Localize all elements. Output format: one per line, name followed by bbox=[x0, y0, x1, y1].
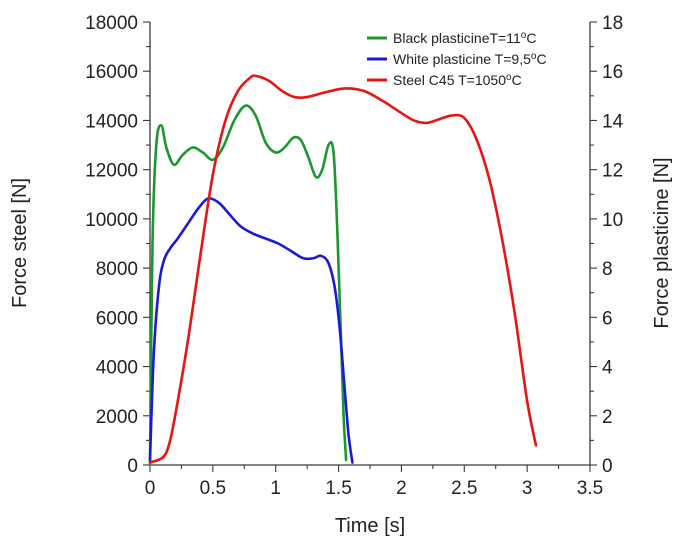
legend-entry-superscript: o bbox=[506, 72, 512, 83]
y-right-tick-label: 12 bbox=[602, 161, 623, 182]
series-line-3 bbox=[148, 74, 538, 464]
y-right-tick-labels: 0 2 4 6 8 10 12 14 16 18 bbox=[602, 13, 624, 477]
legend-entry-unit: C bbox=[526, 30, 536, 46]
legend-entry-unit: C bbox=[512, 72, 522, 88]
series-line-1 bbox=[148, 104, 348, 467]
x-tick-label: 3 bbox=[522, 478, 533, 499]
axis-ticks bbox=[143, 21, 597, 472]
y-right-tick-label: 2 bbox=[602, 407, 613, 428]
x-tick-label: 1 bbox=[270, 478, 281, 499]
legend-entry-label: Black plasticineT=11oC bbox=[393, 30, 536, 46]
y-left-tick-labels: 0 2000 4000 6000 8000 10000 12000 14000 16000 180… bbox=[85, 13, 138, 477]
y-left-tick-label: 0 bbox=[127, 456, 138, 477]
x-axis-label: Time [s] bbox=[335, 515, 405, 537]
x-tick-label: 0.5 bbox=[200, 478, 226, 499]
legend-entry-name: Black plasticineT=11 bbox=[393, 30, 521, 46]
y-left-tick-label: 18000 bbox=[85, 13, 138, 34]
y-left-tick-label: 10000 bbox=[85, 210, 138, 231]
chart-axes bbox=[149, 22, 591, 466]
series-lines bbox=[148, 74, 538, 467]
y-right-tick-label: 0 bbox=[602, 456, 613, 477]
y-left-tick-label: 14000 bbox=[85, 111, 138, 132]
legend-entry-unit: C bbox=[536, 51, 546, 67]
x-tick-label: 2.5 bbox=[451, 478, 477, 499]
legend-entry-name: White plasticine T=9,5 bbox=[393, 51, 531, 67]
legend-entry-superscript: o bbox=[521, 30, 527, 41]
x-tick-label: 3.5 bbox=[577, 478, 603, 499]
x-tick-label: 0 bbox=[145, 478, 156, 499]
x-tick-label: 2 bbox=[396, 478, 407, 499]
y-right-tick-label: 10 bbox=[602, 210, 623, 231]
legend-entry-name: Steel C45 T=1050 bbox=[393, 72, 506, 88]
y-left-tick-label: 2000 bbox=[96, 407, 138, 428]
x-tick-label: 1.5 bbox=[325, 478, 351, 499]
y-right-tick-label: 8 bbox=[602, 259, 613, 280]
legend-entry-label: White plasticine T=9,5oC bbox=[393, 51, 547, 67]
y-right-tick-label: 18 bbox=[602, 13, 623, 34]
y-right-tick-label: 14 bbox=[602, 111, 624, 132]
y-right-tick-label: 16 bbox=[602, 62, 623, 83]
y-left-tick-label: 6000 bbox=[96, 308, 138, 329]
left-y-axis-label: Force steel [N] bbox=[9, 178, 31, 308]
y-right-tick-label: 4 bbox=[602, 358, 613, 379]
legend-entry-superscript: o bbox=[531, 51, 537, 62]
series-line-2 bbox=[148, 196, 354, 464]
y-left-tick-label: 4000 bbox=[96, 358, 138, 379]
y-right-tick-label: 6 bbox=[602, 308, 613, 329]
y-left-tick-label: 12000 bbox=[85, 161, 138, 182]
y-left-tick-label: 16000 bbox=[85, 62, 138, 83]
right-y-axis-label: Force plasticine [N] bbox=[651, 157, 673, 328]
y-left-tick-label: 8000 bbox=[96, 259, 138, 280]
x-tick-labels: 0 0.5 1 1.5 2 2.5 3 3.5 bbox=[145, 478, 604, 499]
legend-entry-label: Steel C45 T=1050oC bbox=[393, 72, 522, 88]
